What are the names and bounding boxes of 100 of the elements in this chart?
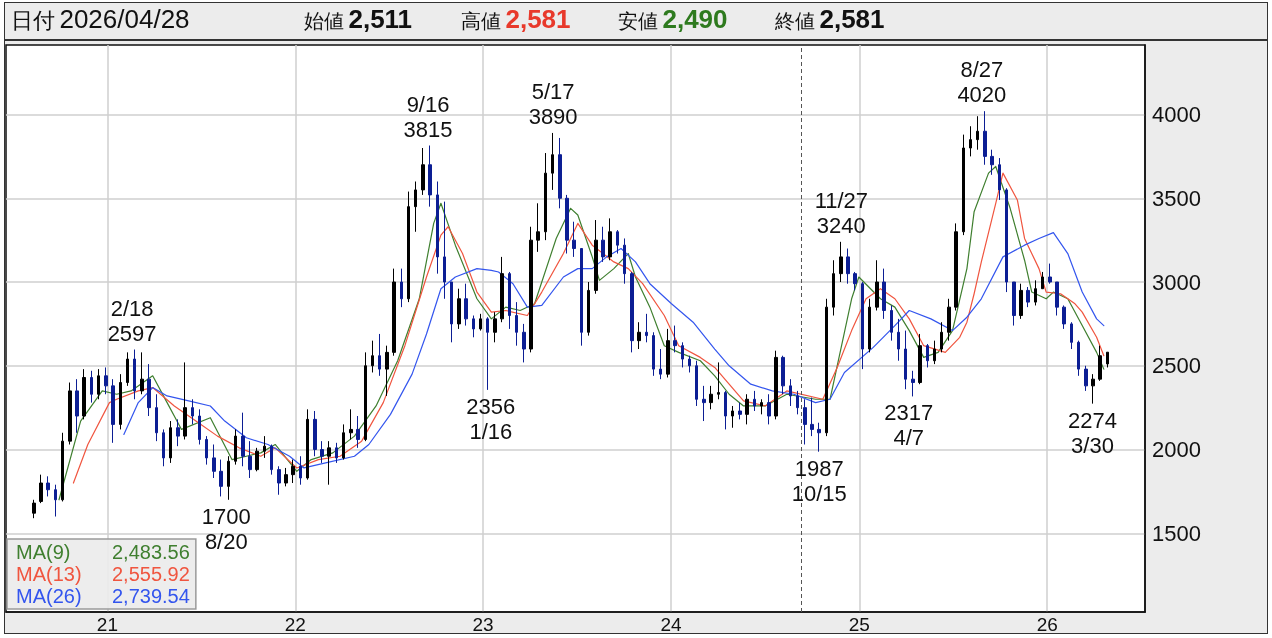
text: 始値 2,511	[304, 4, 413, 34]
text: MA(9)	[16, 541, 71, 563]
candlestick	[1034, 279, 1037, 306]
y-tick-label: 2000	[1152, 437, 1201, 463]
candlestick	[544, 152, 547, 241]
candlestick	[342, 423, 345, 461]
candlestick	[385, 345, 389, 397]
candlestick	[731, 405, 734, 429]
candlestick	[803, 398, 807, 445]
candlestick	[75, 378, 79, 434]
candlestick	[457, 288, 461, 330]
candlestick	[407, 191, 410, 303]
candlestick	[565, 194, 569, 255]
candlestick	[428, 145, 432, 208]
candlestick	[306, 408, 309, 481]
candlestick	[198, 408, 201, 445]
candlestick	[450, 281, 453, 343]
candlestick	[68, 382, 72, 445]
candlestick	[572, 221, 576, 258]
text: 日付 2026/04/28	[11, 4, 190, 34]
candlestick	[990, 149, 994, 176]
candlestick	[940, 321, 943, 353]
annotation: 2,739.54	[112, 585, 190, 607]
candlestick	[400, 268, 403, 308]
candlestick	[998, 157, 1001, 201]
candlestick	[255, 447, 259, 472]
x-tick-label: 25	[848, 614, 870, 635]
candlestick	[868, 298, 871, 353]
candlestick	[241, 412, 245, 467]
candlestick	[630, 271, 634, 353]
candlestick	[911, 370, 915, 397]
annotation: 11/27 3240	[814, 187, 869, 238]
candlestick	[392, 268, 396, 357]
candlestick	[1062, 304, 1066, 330]
candlestick	[1048, 263, 1052, 285]
candlestick	[954, 222, 958, 311]
candlestick	[962, 134, 965, 236]
candlestick	[191, 398, 194, 425]
candlestick	[421, 147, 425, 196]
candlestick	[500, 256, 504, 323]
candlestick	[738, 402, 742, 420]
candlestick	[839, 241, 843, 283]
y-tick-label: 3500	[1152, 185, 1201, 211]
candlestick	[1098, 345, 1102, 382]
candlestick	[724, 390, 727, 430]
candlestick	[983, 110, 987, 166]
candlestick	[846, 248, 850, 285]
annotation: 5/17 3890	[528, 78, 578, 129]
candlestick	[933, 340, 936, 365]
candlestick	[133, 349, 136, 400]
annotation: 2/18 2597	[107, 295, 157, 346]
candlestick	[616, 229, 619, 255]
candlestick	[176, 418, 180, 447]
candlestick	[688, 355, 691, 373]
candlestick	[817, 422, 821, 453]
candlestick	[781, 355, 785, 395]
candlestick	[789, 378, 792, 407]
candlestick	[508, 271, 511, 330]
candlestick	[263, 435, 266, 459]
candlestick	[234, 428, 237, 466]
candlestick	[90, 370, 93, 404]
candlestick	[926, 343, 929, 368]
candlestick	[464, 283, 468, 327]
candlestick	[126, 351, 129, 387]
candlestick	[162, 428, 165, 467]
candlestick	[904, 330, 907, 390]
candlestick	[745, 393, 749, 425]
x-tick-label: 22	[284, 614, 306, 635]
y-tick-label: 1500	[1152, 520, 1201, 546]
candlestick	[853, 271, 857, 291]
y-tick-label: 2500	[1152, 353, 1201, 379]
candlestick	[918, 333, 922, 385]
candlestick	[536, 202, 540, 253]
candlestick	[82, 368, 86, 420]
text: 安値 2,490	[618, 4, 728, 34]
candlestick	[753, 390, 756, 412]
candlestick	[327, 440, 331, 486]
candlestick	[594, 219, 598, 295]
candlestick	[709, 385, 713, 410]
annotation: 8/27 4020	[957, 57, 1007, 108]
candlestick	[277, 465, 281, 496]
candlestick	[140, 351, 144, 395]
candlestick	[774, 350, 778, 420]
annotation: 1987 10/15	[791, 455, 847, 506]
candlestick	[371, 340, 374, 373]
candlestick	[227, 455, 230, 501]
candlestick	[1041, 271, 1044, 290]
candlestick	[551, 132, 554, 191]
candlestick	[947, 298, 951, 342]
candlestick	[529, 226, 533, 353]
candlestick	[183, 361, 187, 440]
x-tick-label: 26	[1036, 614, 1058, 635]
candlestick	[890, 304, 893, 342]
candlestick	[1012, 281, 1016, 327]
candlestick	[861, 281, 864, 370]
candlestick	[558, 137, 562, 209]
candlestick	[356, 415, 360, 449]
candlestick	[882, 268, 886, 320]
candlestick	[515, 301, 518, 347]
candlestick	[796, 390, 799, 415]
